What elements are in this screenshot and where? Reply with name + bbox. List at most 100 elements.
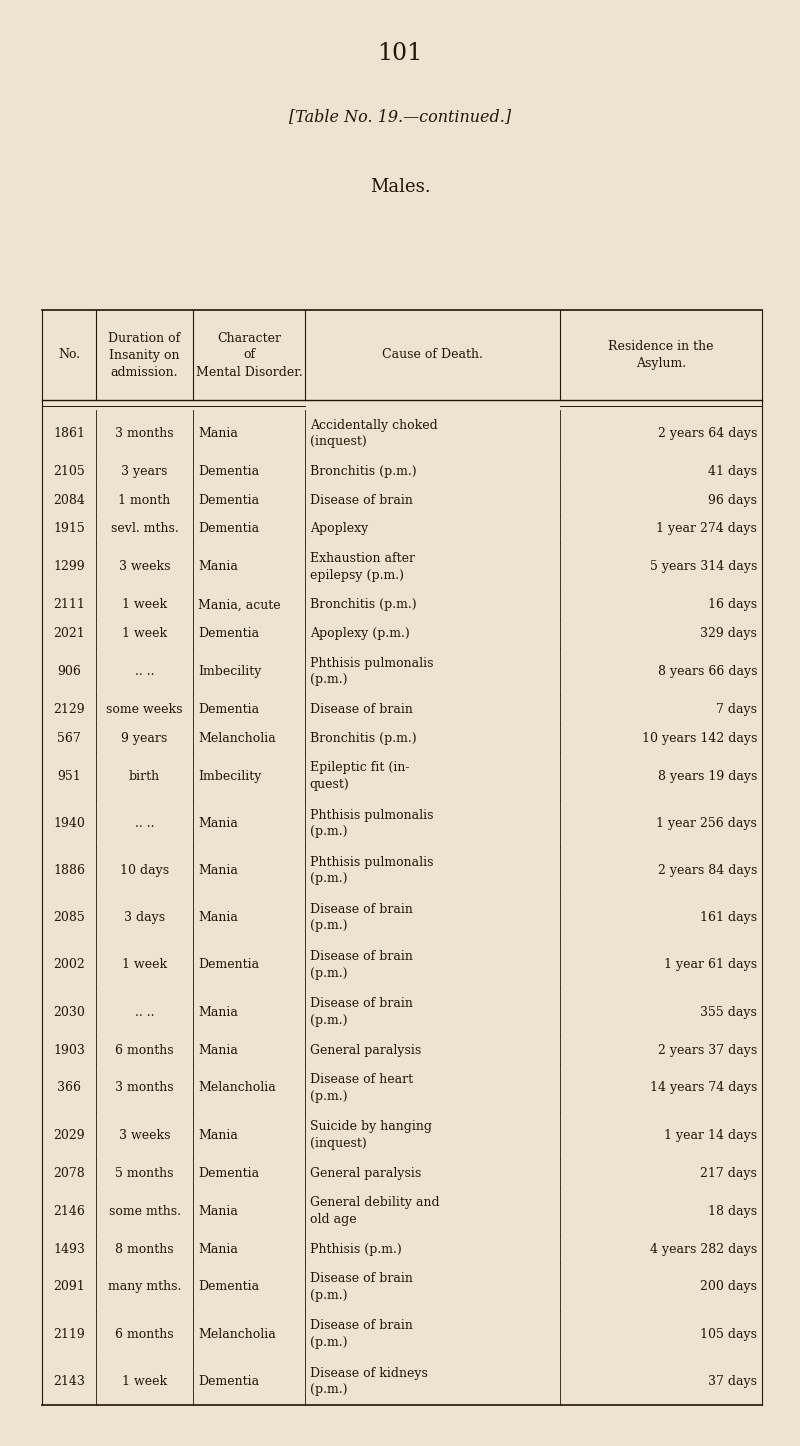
Text: 2029: 2029 bbox=[53, 1129, 85, 1142]
Text: Mania: Mania bbox=[198, 427, 238, 440]
Text: 1 year 256 days: 1 year 256 days bbox=[656, 817, 757, 830]
Text: 567: 567 bbox=[57, 732, 81, 745]
Text: 10 years 142 days: 10 years 142 days bbox=[642, 732, 757, 745]
Text: 9 years: 9 years bbox=[122, 732, 168, 745]
Text: Mania: Mania bbox=[198, 1242, 238, 1255]
Text: 101: 101 bbox=[378, 42, 422, 65]
Text: 217 days: 217 days bbox=[700, 1167, 757, 1180]
Text: 1 year 274 days: 1 year 274 days bbox=[656, 522, 757, 535]
Text: sevl. mths.: sevl. mths. bbox=[110, 522, 178, 535]
Text: Mania: Mania bbox=[198, 1205, 238, 1218]
Text: 8 years 19 days: 8 years 19 days bbox=[658, 769, 757, 782]
Text: 4 years 282 days: 4 years 282 days bbox=[650, 1242, 757, 1255]
Text: Phthisis pulmonalis
(p.m.): Phthisis pulmonalis (p.m.) bbox=[310, 656, 434, 687]
Text: Apoplexy (p.m.): Apoplexy (p.m.) bbox=[310, 628, 410, 641]
Text: 161 days: 161 days bbox=[700, 911, 757, 924]
Text: birth: birth bbox=[129, 769, 160, 782]
Text: 2084: 2084 bbox=[53, 493, 85, 506]
Text: 366: 366 bbox=[57, 1082, 81, 1095]
Text: 1493: 1493 bbox=[53, 1242, 85, 1255]
Text: Residence in the
Asylum.: Residence in the Asylum. bbox=[609, 340, 714, 370]
Text: 5 years 314 days: 5 years 314 days bbox=[650, 561, 757, 574]
Text: Exhaustion after
epilepsy (p.m.): Exhaustion after epilepsy (p.m.) bbox=[310, 552, 414, 581]
Text: Mania: Mania bbox=[198, 863, 238, 876]
Text: many mths.: many mths. bbox=[108, 1281, 182, 1294]
Text: .. ..: .. .. bbox=[135, 665, 154, 678]
Text: 10 days: 10 days bbox=[120, 863, 169, 876]
Text: Mania: Mania bbox=[198, 1005, 238, 1018]
Text: Males.: Males. bbox=[370, 178, 430, 197]
Text: 41 days: 41 days bbox=[708, 466, 757, 479]
Text: 8 months: 8 months bbox=[115, 1242, 174, 1255]
Text: 3 years: 3 years bbox=[122, 466, 168, 479]
Text: 2078: 2078 bbox=[53, 1167, 85, 1180]
Text: Melancholia: Melancholia bbox=[198, 1082, 276, 1095]
Text: 2091: 2091 bbox=[53, 1281, 85, 1294]
Text: 7 days: 7 days bbox=[716, 703, 757, 716]
Text: some weeks: some weeks bbox=[106, 703, 183, 716]
Text: Dementia: Dementia bbox=[198, 493, 259, 506]
Text: 2 years 84 days: 2 years 84 days bbox=[658, 863, 757, 876]
Text: General paralysis: General paralysis bbox=[310, 1044, 421, 1057]
Text: 2129: 2129 bbox=[53, 703, 85, 716]
Text: 1915: 1915 bbox=[53, 522, 85, 535]
Text: Dementia: Dementia bbox=[198, 628, 259, 641]
Text: 8 years 66 days: 8 years 66 days bbox=[658, 665, 757, 678]
Text: 2143: 2143 bbox=[53, 1375, 85, 1388]
Text: 37 days: 37 days bbox=[708, 1375, 757, 1388]
Text: 1 year 61 days: 1 year 61 days bbox=[664, 959, 757, 972]
Text: Disease of brain
(p.m.): Disease of brain (p.m.) bbox=[310, 950, 413, 979]
Text: 6 months: 6 months bbox=[115, 1327, 174, 1340]
Text: 6 months: 6 months bbox=[115, 1044, 174, 1057]
Text: General debility and
old age: General debility and old age bbox=[310, 1196, 439, 1226]
Text: 5 months: 5 months bbox=[115, 1167, 174, 1180]
Text: 96 days: 96 days bbox=[708, 493, 757, 506]
Text: 105 days: 105 days bbox=[700, 1327, 757, 1340]
Text: Melancholia: Melancholia bbox=[198, 732, 276, 745]
Text: 1903: 1903 bbox=[53, 1044, 85, 1057]
Text: 2030: 2030 bbox=[53, 1005, 85, 1018]
Text: 2085: 2085 bbox=[53, 911, 85, 924]
Text: Disease of brain
(p.m.): Disease of brain (p.m.) bbox=[310, 1319, 413, 1349]
Text: 2 years 37 days: 2 years 37 days bbox=[658, 1044, 757, 1057]
Text: 1 week: 1 week bbox=[122, 628, 167, 641]
Text: Suicide by hanging
(inquest): Suicide by hanging (inquest) bbox=[310, 1121, 432, 1150]
Text: Bronchitis (p.m.): Bronchitis (p.m.) bbox=[310, 466, 417, 479]
Text: 3 weeks: 3 weeks bbox=[119, 561, 170, 574]
Text: 329 days: 329 days bbox=[700, 628, 757, 641]
Text: Character
of
Mental Disorder.: Character of Mental Disorder. bbox=[196, 331, 302, 379]
Text: Phthisis (p.m.): Phthisis (p.m.) bbox=[310, 1242, 402, 1255]
Text: 2119: 2119 bbox=[53, 1327, 85, 1340]
Text: 3 months: 3 months bbox=[115, 1082, 174, 1095]
Text: 1 month: 1 month bbox=[118, 493, 170, 506]
Text: 2105: 2105 bbox=[53, 466, 85, 479]
Text: 2 years 64 days: 2 years 64 days bbox=[658, 427, 757, 440]
Text: 14 years 74 days: 14 years 74 days bbox=[650, 1082, 757, 1095]
Text: Dementia: Dementia bbox=[198, 1375, 259, 1388]
Text: Disease of brain
(p.m.): Disease of brain (p.m.) bbox=[310, 1272, 413, 1301]
Text: 1886: 1886 bbox=[53, 863, 85, 876]
Text: [Table No. 19.—continued.]: [Table No. 19.—continued.] bbox=[289, 108, 511, 124]
Text: Disease of brain: Disease of brain bbox=[310, 493, 413, 506]
Text: Disease of brain
(p.m.): Disease of brain (p.m.) bbox=[310, 998, 413, 1027]
Text: Dementia: Dementia bbox=[198, 959, 259, 972]
Text: Dementia: Dementia bbox=[198, 466, 259, 479]
Text: Disease of brain
(p.m.): Disease of brain (p.m.) bbox=[310, 902, 413, 933]
Text: Dementia: Dementia bbox=[198, 1167, 259, 1180]
Text: Disease of kidneys
(p.m.): Disease of kidneys (p.m.) bbox=[310, 1366, 428, 1397]
Text: 2111: 2111 bbox=[53, 599, 85, 612]
Text: Mania, acute: Mania, acute bbox=[198, 599, 281, 612]
Text: Bronchitis (p.m.): Bronchitis (p.m.) bbox=[310, 732, 417, 745]
Text: Melancholia: Melancholia bbox=[198, 1327, 276, 1340]
Text: Disease of heart
(p.m.): Disease of heart (p.m.) bbox=[310, 1073, 413, 1103]
Text: 1 week: 1 week bbox=[122, 599, 167, 612]
Text: 3 days: 3 days bbox=[124, 911, 165, 924]
Text: 3 weeks: 3 weeks bbox=[119, 1129, 170, 1142]
Text: 2021: 2021 bbox=[53, 628, 85, 641]
Text: 3 months: 3 months bbox=[115, 427, 174, 440]
Text: Mania: Mania bbox=[198, 1129, 238, 1142]
Text: Dementia: Dementia bbox=[198, 1281, 259, 1294]
Text: .. ..: .. .. bbox=[135, 817, 154, 830]
Text: Apoplexy: Apoplexy bbox=[310, 522, 368, 535]
Text: Mania: Mania bbox=[198, 817, 238, 830]
